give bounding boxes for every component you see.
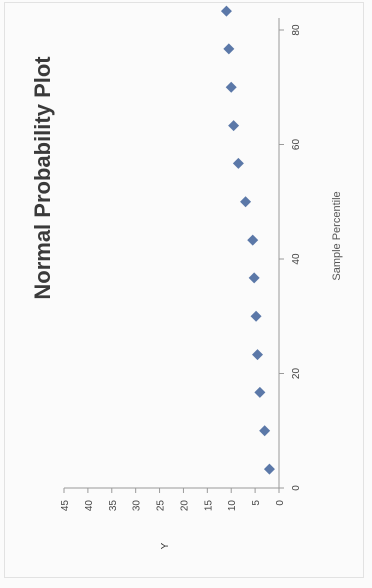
- y-axis-label: Y: [160, 542, 171, 549]
- y-tick-label: 20: [179, 500, 190, 512]
- chart-title: Normal Probability Plot: [30, 56, 55, 300]
- data-point: [220, 5, 232, 17]
- x-tick-label: 80: [291, 24, 302, 36]
- y-tick-label: 40: [84, 500, 95, 512]
- data-point: [247, 234, 259, 246]
- data-point: [259, 425, 271, 437]
- y-tick-label: 10: [227, 500, 238, 512]
- y-tick-label: 5: [251, 500, 262, 506]
- y-tick-label: 30: [132, 500, 143, 512]
- data-point: [254, 386, 266, 398]
- data-point: [263, 463, 275, 475]
- data-point: [252, 349, 263, 361]
- y-tick-label: 45: [60, 500, 71, 512]
- y-tick-label: 25: [156, 500, 167, 512]
- data-point: [228, 120, 240, 132]
- chart-border: [4, 2, 364, 578]
- x-tick-label: 0: [291, 485, 302, 491]
- data-point: [248, 272, 260, 284]
- data-point: [232, 157, 244, 169]
- data-point: [240, 196, 252, 208]
- y-tick-label: 15: [203, 500, 214, 512]
- y-tick-label: 0: [275, 500, 286, 506]
- data-point: [225, 81, 237, 93]
- x-tick-label: 40: [291, 253, 302, 265]
- x-axis-label: Sample Percentile: [331, 191, 343, 280]
- x-tick-label: 60: [291, 139, 302, 151]
- y-tick-label: 35: [108, 500, 119, 512]
- x-tick-label: 20: [291, 368, 302, 380]
- data-point: [223, 43, 235, 55]
- data-point: [250, 310, 262, 322]
